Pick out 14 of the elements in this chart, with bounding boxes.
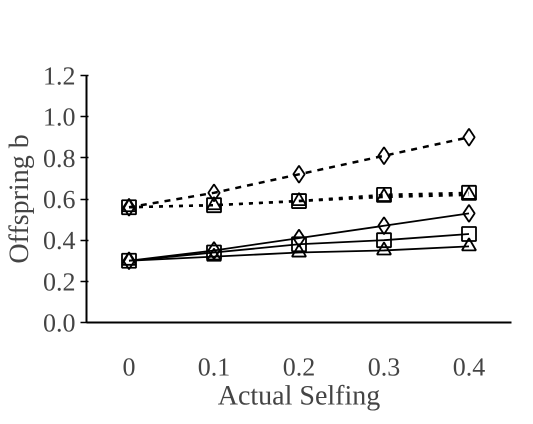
- x-tick-label: 0: [122, 352, 136, 382]
- x-tick-label: 0.4: [452, 352, 486, 382]
- x-axis-title: Actual Selfing: [218, 380, 380, 412]
- x-tick-label: 0.2: [282, 352, 316, 382]
- x-tick-label: 0.3: [368, 352, 400, 382]
- y-tick-label: 0.0: [43, 308, 76, 338]
- y-tick-label: 0.8: [43, 144, 76, 173]
- y-tick-label: 1.2: [43, 62, 76, 90]
- y-tick-label: 1.0: [43, 102, 76, 132]
- y-tick-label: 0.4: [43, 226, 76, 256]
- y-tick-label: 0.2: [43, 267, 76, 296]
- y-axis-title: Offspring b: [4, 134, 35, 264]
- y-tick-label: 0.6: [43, 185, 76, 214]
- x-tick-label: 0.1: [198, 352, 230, 382]
